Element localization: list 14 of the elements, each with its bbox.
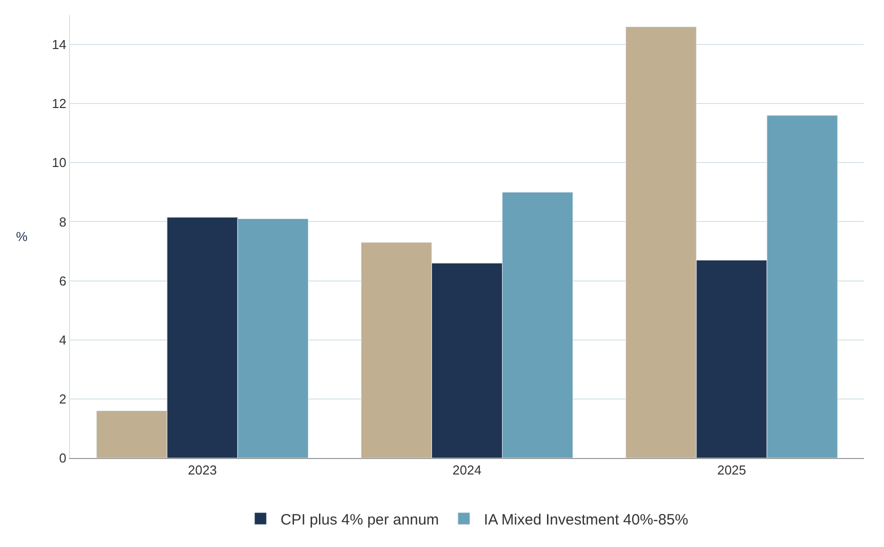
x-tick-label: 2025 bbox=[717, 462, 746, 478]
y-tick-label: 2 bbox=[59, 391, 66, 406]
y-axis-title: % bbox=[16, 229, 28, 244]
x-tick-label: 2023 bbox=[188, 462, 217, 478]
y-tick-label: 0 bbox=[59, 450, 66, 466]
x-tick-label: 2024 bbox=[452, 462, 482, 478]
y-tick-label: 4 bbox=[59, 332, 66, 348]
y-tick-label: 10 bbox=[52, 155, 66, 170]
y-tick-label: 14 bbox=[52, 37, 66, 52]
y-tick-label: 8 bbox=[59, 214, 66, 230]
legend-label: IA Mixed Investment 40%-85% bbox=[484, 511, 688, 528]
legend-label: CPI plus 4% per annum bbox=[280, 511, 439, 528]
y-tick-label: 6 bbox=[59, 273, 66, 288]
y-tick-label: 12 bbox=[52, 96, 66, 112]
